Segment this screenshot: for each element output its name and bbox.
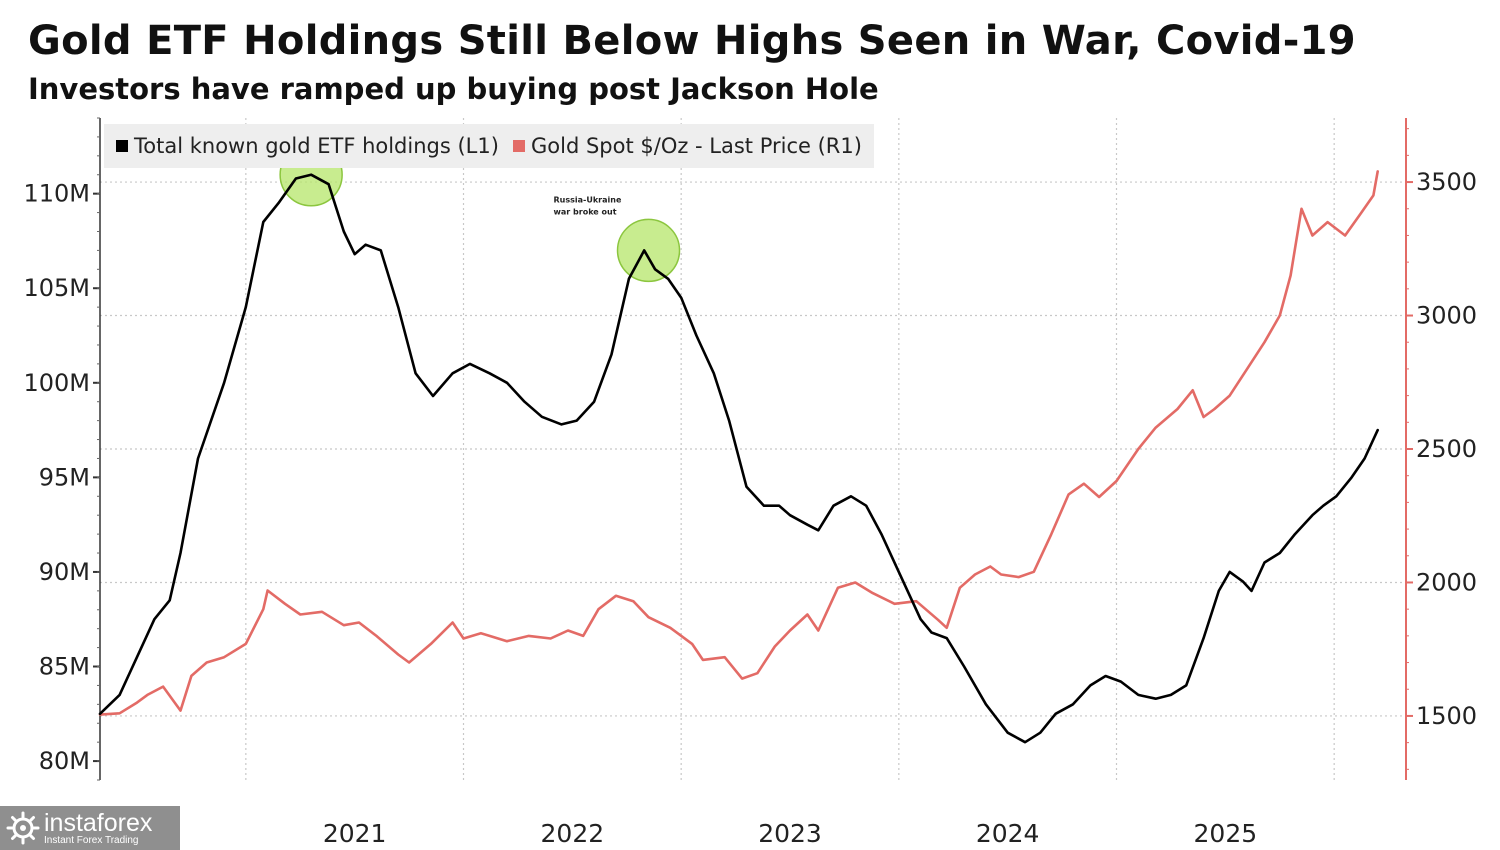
left-axis-tick-label: 105M [23,274,90,302]
series-lines [98,170,1379,744]
instaforex-logo-name: instaforex [44,808,153,837]
series-line-etf-holdings [98,173,1379,744]
legend: Total known gold ETF holdings (L1) Gold … [104,124,874,168]
right-axis-tick-label: 3500 [1416,168,1477,196]
legend-swatch-gold [513,140,525,152]
left-axis-tick-label: 80M [39,747,90,775]
instaforex-logo-tagline: Instant Forex Trading [44,834,139,846]
instaforex-logo-icon [6,811,40,845]
right-axis-tick-label: 2000 [1416,568,1477,596]
grid-lines [100,118,1406,780]
series-line-gold-spot [98,170,1379,716]
annotation-russia-ukraine-line: Russia-Ukraine [554,195,622,204]
left-axis-tick-label: 110M [23,180,90,208]
chart-title: Gold ETF Holdings Still Below Highs Seen… [28,18,1356,64]
left-axis-tick-label: 90M [39,558,90,586]
highlight-circle [616,218,681,283]
legend-label-etf: Total known gold ETF holdings (L1) [133,134,499,158]
left-axis-tick-label: 85M [39,653,90,681]
right-axis-tick-label: 3000 [1416,302,1477,330]
axes: 80M 85M 90M 95M 100M 105M 110M 1500 2000 2500 3000… [23,117,1477,848]
left-axis-tick-label: 100M [23,369,90,397]
x-axis-tick-label: 2024 [976,819,1040,848]
legend-swatch-etf [116,140,128,152]
instaforex-logo: instaforex Instant Forex Trading [0,806,180,850]
left-axis-tick-label: 95M [39,463,90,491]
right-axis-tick-label: 2500 [1416,435,1477,463]
legend-background [104,124,874,168]
annotation-russia-ukraine-line: war broke out [554,207,617,216]
annotation-russia-ukraine: Russia-Ukraine war broke out [554,195,622,216]
x-axis-tick-label: 2025 [1194,819,1258,848]
x-axis-tick-label: 2022 [541,819,605,848]
x-axis-tick-label: 2021 [323,819,387,848]
instaforex-logo-text: instaforex Instant Forex Trading [44,808,153,846]
legend-label-gold: Gold Spot $/Oz - Last Price (R1) [531,134,862,158]
right-axis-tick-label: 1500 [1416,702,1477,730]
chart-subtitle: Investors have ramped up buying post Jac… [28,72,879,106]
x-axis-tick-label: 2023 [758,819,822,848]
